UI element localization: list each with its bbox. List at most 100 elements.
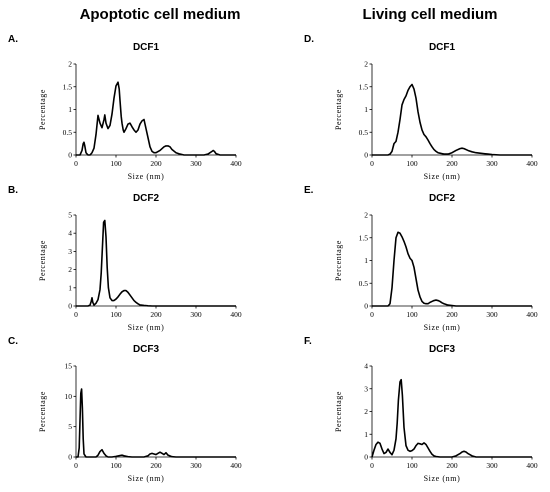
- x-tick-label: 400: [526, 159, 538, 168]
- y-axis-label: Percentage: [38, 240, 47, 281]
- y-tick-label: 0: [68, 302, 72, 311]
- panel-letter: A.: [8, 34, 18, 45]
- x-tick-label: 100: [406, 310, 418, 319]
- x-axis-label: Size (nm): [128, 172, 165, 181]
- size-distribution-line: [76, 388, 236, 458]
- y-tick-label: 2: [364, 60, 368, 69]
- x-tick-label: 200: [446, 461, 458, 470]
- x-axis-label: Size (nm): [424, 323, 461, 332]
- column-title-right: Living cell medium: [362, 6, 497, 23]
- panel-title: DCF1: [429, 42, 456, 53]
- x-tick-label: 300: [190, 159, 202, 168]
- y-tick-label: 1: [364, 256, 368, 265]
- panel-title: DCF2: [133, 193, 160, 204]
- size-distribution-line: [76, 81, 236, 156]
- x-tick-label: 100: [110, 461, 122, 470]
- x-axis-label: Size (nm): [424, 474, 461, 483]
- x-tick-label: 400: [526, 461, 538, 470]
- y-tick-label: 10: [65, 392, 73, 401]
- x-tick-label: 100: [406, 159, 418, 168]
- y-tick-label: 1.5: [359, 82, 369, 91]
- x-tick-label: 0: [370, 461, 374, 470]
- x-tick-label: 100: [110, 310, 122, 319]
- y-tick-label: 3: [364, 384, 368, 393]
- y-tick-label: 2: [68, 60, 72, 69]
- y-tick-label: 2: [68, 265, 72, 274]
- y-tick-label: 3: [68, 247, 72, 256]
- y-tick-label: 0: [68, 453, 72, 462]
- panel-title: DCF1: [133, 42, 160, 53]
- x-tick-label: 100: [406, 461, 418, 470]
- y-tick-label: 2: [364, 407, 368, 416]
- x-tick-label: 300: [486, 310, 498, 319]
- y-tick-label: 0.5: [359, 128, 369, 137]
- x-tick-label: 300: [190, 310, 202, 319]
- y-tick-label: 0: [68, 151, 72, 160]
- x-tick-label: 0: [74, 159, 78, 168]
- x-tick-label: 0: [370, 159, 374, 168]
- y-axis-label: Percentage: [38, 89, 47, 130]
- y-tick-label: 0.5: [63, 128, 73, 137]
- x-tick-label: 200: [150, 461, 162, 470]
- x-axis-label: Size (nm): [424, 172, 461, 181]
- x-tick-label: 0: [74, 310, 78, 319]
- y-tick-label: 0: [364, 151, 368, 160]
- panel-letter: C.: [8, 336, 18, 347]
- size-distribution-line: [76, 219, 236, 307]
- y-tick-label: 1: [68, 105, 72, 114]
- x-tick-label: 400: [230, 159, 242, 168]
- x-tick-label: 300: [486, 461, 498, 470]
- panel-title: DCF3: [133, 344, 160, 355]
- y-tick-label: 0: [364, 453, 368, 462]
- column-title-left: Apoptotic cell medium: [80, 6, 241, 23]
- y-tick-label: 1: [68, 283, 72, 292]
- y-tick-label: 1: [364, 105, 368, 114]
- panel-title: DCF3: [429, 344, 456, 355]
- panel-e: E. DCF2 0 0.5 1 1.5 2 0 100 200 300 400 Size (nm) Per…: [304, 185, 538, 332]
- x-tick-label: 300: [190, 461, 202, 470]
- x-tick-label: 200: [150, 310, 162, 319]
- y-axis-label: Percentage: [334, 89, 343, 130]
- y-tick-label: 5: [68, 422, 72, 431]
- x-tick-label: 200: [150, 159, 162, 168]
- x-tick-label: 400: [230, 461, 242, 470]
- x-axis-label: Size (nm): [128, 474, 165, 483]
- y-axis-label: Percentage: [38, 391, 47, 432]
- panel-f: F. DCF3 0 1 2 3 4 0 100 200 300 400 Size (nm) Percent…: [304, 336, 538, 483]
- x-tick-label: 100: [110, 159, 122, 168]
- y-tick-label: 5: [68, 211, 72, 220]
- panel-d: D. DCF1 0 0.5 1 1.5 2 0 100 200 300 400 Size (nm) Per…: [304, 34, 538, 181]
- y-tick-label: 15: [65, 362, 73, 371]
- panel-letter: E.: [304, 185, 314, 196]
- size-distribution-line: [371, 378, 532, 458]
- y-tick-label: 4: [364, 362, 368, 371]
- panel-a: A. DCF1 0 0.5 1 1.5 2 0 100 200 300 400 Size (nm) Per…: [8, 34, 242, 181]
- panel-letter: B.: [8, 185, 18, 196]
- x-tick-label: 300: [486, 159, 498, 168]
- y-tick-label: 4: [68, 229, 72, 238]
- x-axis-label: Size (nm): [128, 323, 165, 332]
- x-tick-label: 200: [446, 310, 458, 319]
- x-tick-label: 400: [230, 310, 242, 319]
- x-tick-label: 0: [370, 310, 374, 319]
- panel-letter: F.: [304, 336, 312, 347]
- panel-c: C. DCF3 0 5 10 15 0 100 200 300 400 Size (nm) Percen…: [8, 336, 242, 483]
- y-tick-label: 2: [364, 211, 368, 220]
- y-tick-label: 1.5: [63, 82, 73, 91]
- x-tick-label: 400: [526, 310, 538, 319]
- size-distribution-line: [372, 83, 532, 156]
- panel-letter: D.: [304, 34, 314, 45]
- y-axis-label: Percentage: [334, 391, 343, 432]
- y-tick-label: 1.5: [359, 233, 369, 242]
- panel-b: B. DCF2 0 1 2 3 4 5 0 100 200 300 400 Size (nm) Percen…: [8, 185, 242, 332]
- y-tick-label: 0: [364, 302, 368, 311]
- x-tick-label: 0: [74, 461, 78, 470]
- panel-title: DCF2: [429, 193, 456, 204]
- x-tick-label: 200: [446, 159, 458, 168]
- y-tick-label: 0.5: [359, 279, 369, 288]
- y-axis-label: Percentage: [334, 240, 343, 281]
- size-distribution-line: [372, 231, 532, 307]
- y-tick-label: 1: [364, 430, 368, 439]
